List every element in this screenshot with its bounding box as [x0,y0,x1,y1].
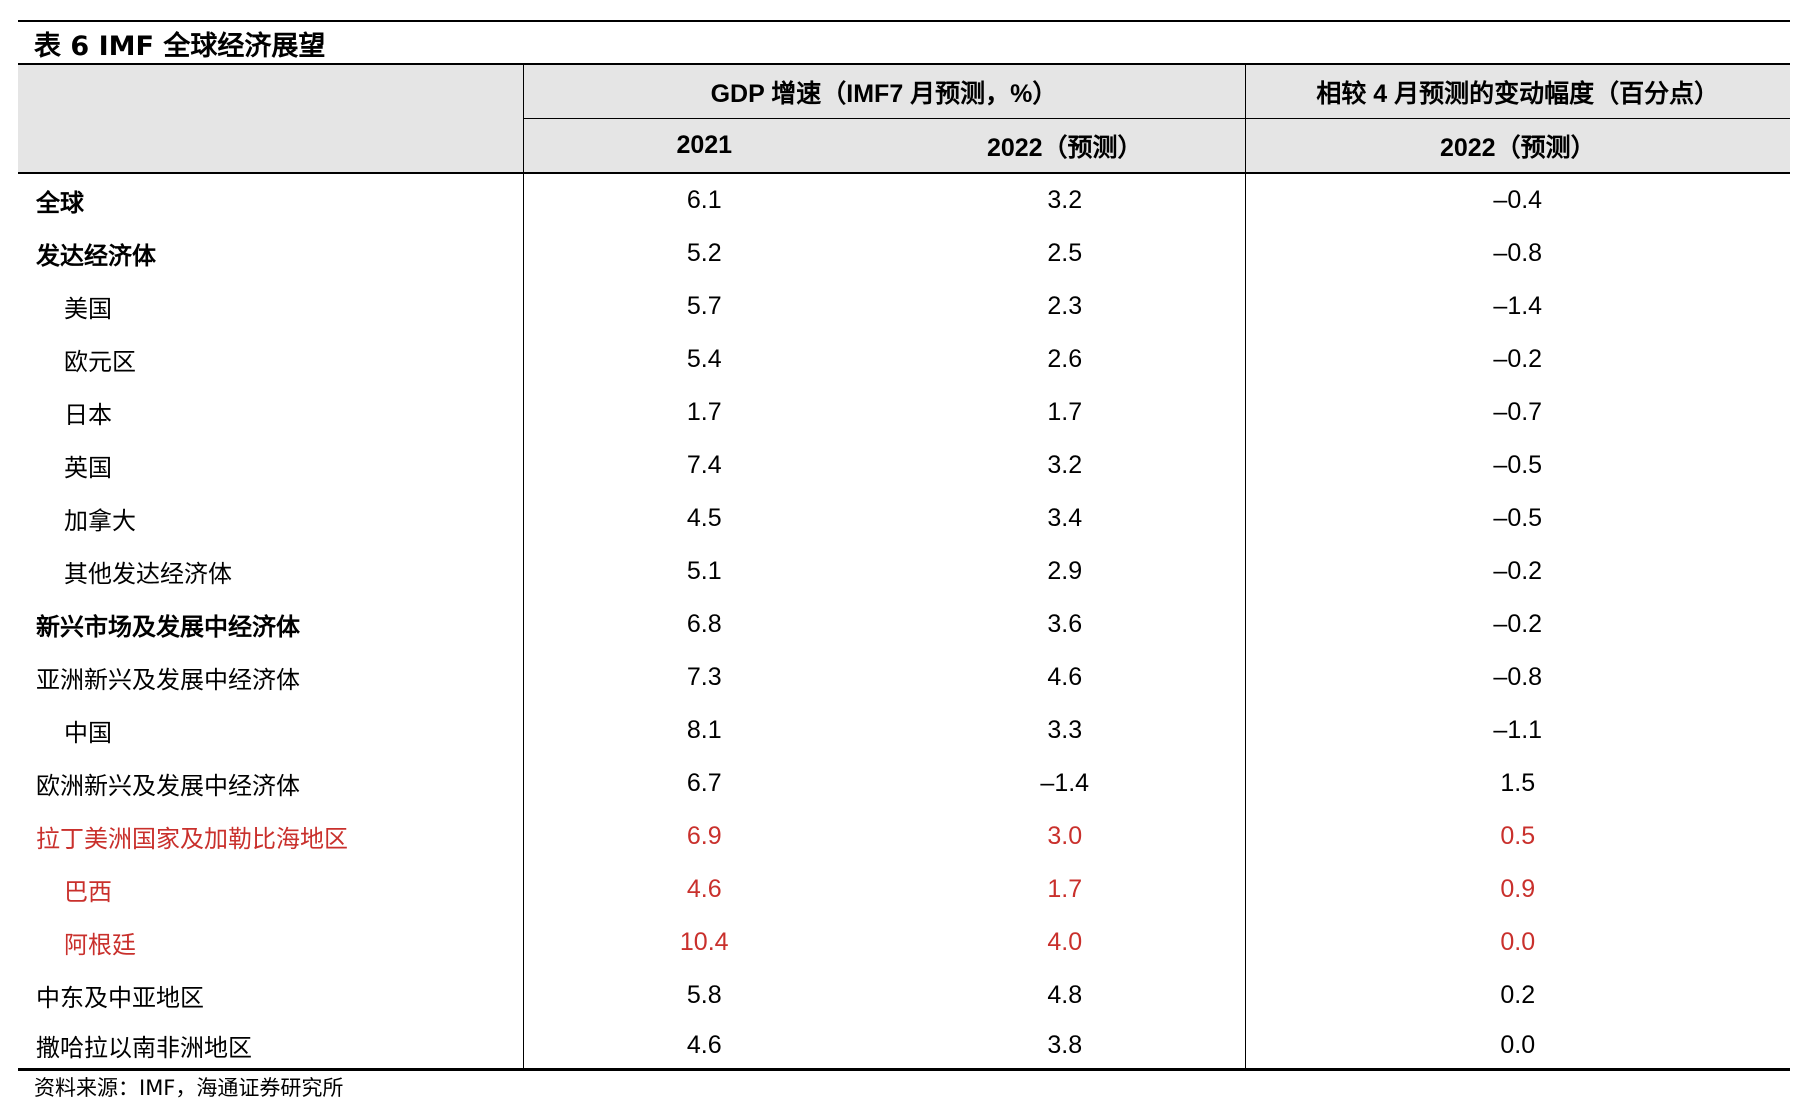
table-row: 新兴市场及发展中经济体 6.8 3.6 –0.2 [18,598,1790,651]
cell-2021: 4.6 [686,1030,722,1059]
row-label: 其他发达经济体 [18,545,524,598]
table-row: 欧元区 5.4 2.6 –0.2 [18,333,1790,386]
cell-2022: 2.6 [885,333,1246,386]
header-corner [18,64,524,173]
cell-2022: 3.0 [885,810,1246,863]
cell-2021: 5.4 [686,345,722,373]
table-row: 中东及中亚地区 5.8 4.8 0.2 [18,969,1790,1022]
row-label: 中国 [18,704,524,757]
cell-change: 1.5 [1500,769,1536,797]
cell-change: –1.4 [1493,292,1543,320]
cell-change: 0.5 [1500,822,1536,850]
cell-2022: 3.2 [885,173,1246,227]
table-row: 发达经济体 5.2 2.5 –0.8 [18,227,1790,280]
cell-2021: 8.1 [686,716,722,744]
cell-2022: 3.8 [885,1022,1246,1070]
cell-2021: 4.5 [686,504,722,532]
cell-2021: 6.8 [686,610,722,638]
row-label: 日本 [18,386,524,439]
row-label: 全球 [18,173,524,227]
cell-2021: 6.7 [686,769,722,797]
table-row: 加拿大 4.5 3.4 –0.5 [18,492,1790,545]
table-row: 英国 7.4 3.2 –0.5 [18,439,1790,492]
cell-2022: 1.7 [885,863,1246,916]
cell-change: 0.0 [1500,1030,1536,1059]
cell-2022: 1.7 [885,386,1246,439]
cell-change: –0.2 [1493,610,1543,638]
cell-change: –0.7 [1493,398,1543,426]
cell-2021: 5.8 [686,981,722,1009]
row-label: 新兴市场及发展中经济体 [18,598,524,651]
cell-2021: 6.9 [686,822,722,850]
cell-change: –1.1 [1493,716,1543,744]
header-gdp-growth: GDP 增速（IMF7 月预测，%） [523,64,1246,119]
cell-2022: 3.6 [885,598,1246,651]
cell-2021: 5.1 [686,557,722,585]
header-row-group: GDP 增速（IMF7 月预测，%） 相较 4 月预测的变动幅度（百分点） [18,64,1791,173]
cell-2022: 2.5 [885,227,1246,280]
cell-2022: 4.8 [885,969,1246,1022]
table-row-highlighted: 阿根廷 10.4 4.0 0.0 [18,916,1790,969]
header-row-years: 2021 2022（预测） 2022（预测） [18,118,1791,173]
cell-change: –0.8 [1493,239,1543,267]
cell-change: –0.2 [1493,345,1543,373]
table-row: 其他发达经济体 5.1 2.9 –0.2 [18,545,1790,598]
row-label: 美国 [18,280,524,333]
table-row: 撒哈拉以南非洲地区 4.6 3.8 0.0 [18,1022,1791,1070]
cell-2022: 3.3 [885,704,1246,757]
cell-change: –0.5 [1493,451,1543,479]
cell-change: 0.0 [1500,928,1536,956]
cell-2022: –1.4 [885,757,1246,810]
row-label: 拉丁美洲国家及加勒比海地区 [18,810,524,863]
table-title: 表 6 IMF 全球经济展望 [34,31,326,62]
cell-2021: 6.1 [686,186,722,214]
row-label: 阿根廷 [18,916,524,969]
cell-2022: 2.9 [885,545,1246,598]
imf-outlook-table: GDP 增速（IMF7 月预测，%） 相较 4 月预测的变动幅度（百分点） 20… [18,63,1791,1071]
cell-change: –0.4 [1493,186,1543,214]
cell-change: –0.2 [1493,557,1543,585]
row-label: 中东及中亚地区 [18,969,524,1022]
cell-2021: 4.6 [686,875,722,903]
header-2021: 2021 [522,118,885,173]
table-row: 日本 1.7 1.7 –0.7 [18,386,1790,439]
row-label: 英国 [18,439,524,492]
source-note: 资料来源：IMF，海通证券研究所 [34,1076,344,1100]
cell-change: –0.8 [1493,663,1543,691]
row-label: 撒哈拉以南非洲地区 [18,1022,524,1070]
row-label: 欧元区 [18,333,524,386]
row-label: 亚洲新兴及发展中经济体 [18,651,524,704]
row-label: 巴西 [18,863,524,916]
cell-2022: 2.3 [885,280,1246,333]
table-row: 中国 8.1 3.3 –1.1 [18,704,1790,757]
table-row-highlighted: 巴西 4.6 1.7 0.9 [18,863,1790,916]
cell-2021: 1.7 [686,398,722,426]
cell-2021: 7.4 [686,451,722,479]
cell-change: 0.9 [1500,875,1536,903]
table-row: 全球 6.1 3.2 –0.4 [18,173,1790,227]
cell-2022: 4.6 [885,651,1246,704]
table-row: 亚洲新兴及发展中经济体 7.3 4.6 –0.8 [18,651,1790,704]
cell-2021: 7.3 [686,663,722,691]
header-change-2022: 2022（预测） [1245,118,1791,173]
row-label: 发达经济体 [18,227,524,280]
cell-2022: 3.4 [885,492,1246,545]
table-row: 欧洲新兴及发展中经济体 6.7 –1.4 1.5 [18,757,1790,810]
cell-2022: 3.2 [885,439,1246,492]
row-label: 加拿大 [18,492,524,545]
cell-2021: 5.2 [686,239,722,267]
top-rule [18,20,1790,22]
header-2022-forecast: 2022（预测） [885,118,1246,173]
cell-change: –0.5 [1493,504,1543,532]
cell-2022: 4.0 [885,916,1246,969]
header-change: 相较 4 月预测的变动幅度（百分点） [1245,64,1791,119]
table-row-highlighted: 拉丁美洲国家及加勒比海地区 6.9 3.0 0.5 [18,810,1790,863]
cell-change: 0.2 [1500,981,1536,1009]
row-label: 欧洲新兴及发展中经济体 [18,757,524,810]
cell-2021: 5.7 [686,292,722,320]
cell-2021: 10.4 [679,928,729,956]
table-row: 美国 5.7 2.3 –1.4 [18,280,1790,333]
